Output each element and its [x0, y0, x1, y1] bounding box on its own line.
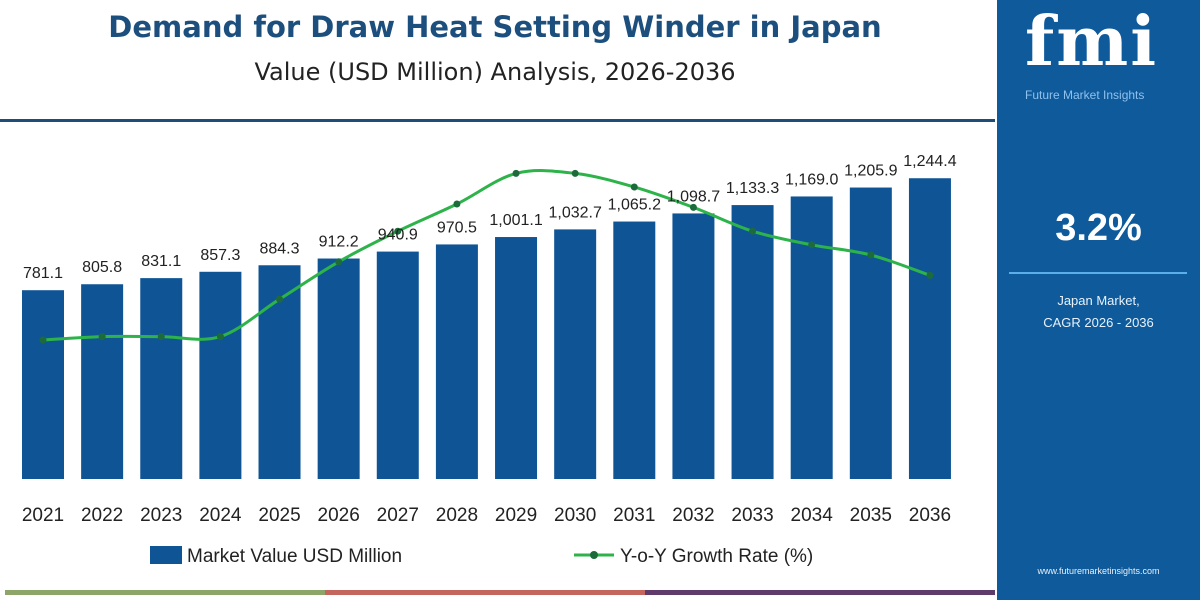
bottom-stripe-1b	[165, 590, 325, 595]
bar-2034	[790, 196, 833, 479]
chart-subtitle: Value (USD Million) Analysis, 2026-2036	[254, 58, 736, 86]
bar-2022	[81, 284, 124, 479]
chart-canvas: 781.1 805.8 831.1 857.3 884.3 912.2 940.9 970.5…	[22, 153, 957, 567]
growth-point-2032	[689, 203, 697, 211]
bar-2031	[613, 221, 656, 480]
cagr-label: Japan Market, CAGR 2026 - 2036	[997, 290, 1200, 334]
x-tick-2032: 2032	[672, 505, 714, 526]
bar-label-2033: 1,133.3	[726, 180, 779, 197]
cagr-label-period: CAGR 2026 - 2036	[1043, 315, 1154, 330]
x-tick-2030: 2030	[554, 505, 596, 526]
cagr-label-region: Japan Market,	[1057, 293, 1140, 308]
bar-label-2029: 1,001.1	[489, 212, 542, 229]
growth-point-2035	[867, 251, 875, 259]
fmi-logo: fmi	[1025, 2, 1159, 82]
x-tick-2025: 2025	[258, 505, 300, 526]
x-tick-2033: 2033	[731, 505, 773, 526]
bar-label-2022: 805.8	[82, 259, 122, 276]
header-divider	[0, 119, 995, 122]
x-tick-2021: 2021	[22, 505, 64, 526]
growth-point-2022	[98, 333, 106, 341]
cagr-divider	[1009, 272, 1187, 274]
bar-2024	[199, 271, 242, 479]
bar-2035	[849, 187, 892, 479]
x-tick-2022: 2022	[81, 505, 123, 526]
bar-label-2030: 1,032.7	[548, 204, 601, 221]
x-tick-2034: 2034	[791, 505, 834, 526]
legend-bar-swatch	[150, 546, 182, 564]
growth-point-2033	[749, 227, 757, 235]
bar-label-2034: 1,169.0	[785, 171, 838, 188]
bar-2033	[731, 205, 774, 479]
chart-title: Demand for Draw Heat Setting Winder in J…	[108, 10, 882, 44]
bar-label-2021: 781.1	[23, 265, 63, 282]
website-link[interactable]: www.futuremarketinsights.com	[1037, 566, 1160, 576]
growth-point-2025	[276, 295, 284, 303]
legend-bar-label: Market Value USD Million	[187, 546, 402, 567]
growth-point-2023	[157, 333, 165, 341]
bar-label-2028: 970.5	[437, 219, 477, 236]
x-tick-2031: 2031	[613, 505, 655, 526]
growth-point-2030	[571, 169, 579, 177]
bar-label-2031: 1,065.2	[608, 197, 661, 214]
bar-label-2025: 884.3	[259, 240, 299, 257]
logo-subtitle: Future Market Insights	[1025, 88, 1145, 102]
growth-point-2026	[335, 258, 343, 266]
bar-2026	[317, 258, 360, 479]
growth-point-2036	[926, 271, 934, 279]
side-panel: fmi Future Market Insights 3.2% Japan Ma…	[997, 0, 1200, 600]
growth-rate-line	[42, 169, 931, 342]
bottom-stripe-2	[325, 590, 645, 595]
x-tick-2029: 2029	[495, 505, 537, 526]
bar-2028	[435, 244, 478, 479]
bar-2030	[554, 229, 597, 479]
x-tick-2028: 2028	[436, 505, 478, 526]
growth-point-2031	[630, 183, 638, 191]
bottom-stripe-3	[645, 590, 995, 595]
growth-point-2024	[216, 333, 224, 341]
growth-point-2027	[394, 227, 402, 235]
bar-label-2036: 1,244.4	[903, 153, 956, 170]
bar-label-2035: 1,205.9	[844, 163, 897, 180]
legend: Market Value USD Million Y-o-Y Growth Ra…	[150, 546, 813, 567]
bar-2021	[22, 290, 64, 479]
cagr-value: 3.2%	[1055, 207, 1142, 249]
bar-label-2032: 1,098.7	[667, 188, 720, 205]
growth-point-2021	[39, 336, 47, 344]
x-tick-2023: 2023	[140, 505, 182, 526]
x-tick-2035: 2035	[850, 505, 892, 526]
growth-point-2034	[808, 241, 816, 249]
bar-2032	[672, 213, 715, 479]
bottom-stripe-1	[5, 590, 165, 595]
x-tick-2027: 2027	[377, 505, 419, 526]
x-tick-2036: 2036	[909, 505, 951, 526]
bar-label-2023: 831.1	[141, 253, 181, 270]
bar-2029	[495, 237, 538, 479]
bar-label-2027: 940.9	[378, 227, 418, 244]
bar-2027	[376, 251, 419, 479]
legend-line-marker	[590, 551, 598, 559]
legend-line-label: Y-o-Y Growth Rate (%)	[620, 546, 813, 567]
x-tick-2024: 2024	[199, 505, 242, 526]
bar-label-2024: 857.3	[200, 247, 240, 264]
bar-2023	[140, 278, 183, 479]
growth-point-2029	[512, 169, 520, 177]
bar-2036	[908, 178, 951, 479]
growth-point-2028	[453, 200, 461, 208]
x-tick-2026: 2026	[318, 505, 360, 526]
bar-label-2026: 912.2	[319, 234, 359, 251]
